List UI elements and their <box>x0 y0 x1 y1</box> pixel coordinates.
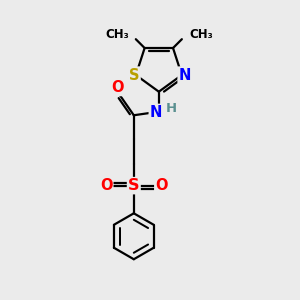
Text: N: N <box>178 68 191 82</box>
Text: S: S <box>129 68 140 82</box>
Text: CH₃: CH₃ <box>189 28 213 41</box>
Text: O: O <box>155 178 168 193</box>
Text: CH₃: CH₃ <box>106 28 129 41</box>
Text: N: N <box>150 105 162 120</box>
Text: H: H <box>166 102 177 115</box>
Text: O: O <box>111 80 124 95</box>
Text: O: O <box>100 178 112 193</box>
Text: S: S <box>128 178 140 193</box>
